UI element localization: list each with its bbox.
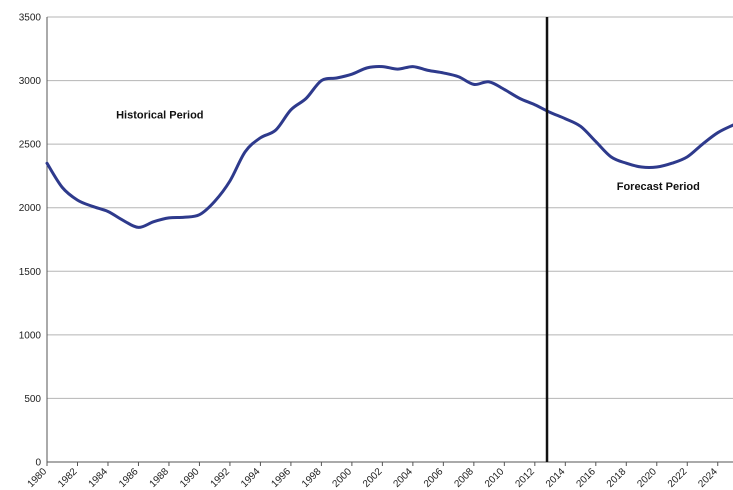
y-tick-label: 500 [24, 394, 41, 405]
x-tick-label: 2014 [544, 466, 568, 490]
y-tick-label: 3500 [19, 13, 42, 24]
x-tick-label: 2008 [452, 466, 476, 490]
x-tick-label: 2016 [574, 466, 598, 490]
series-group [45, 65, 733, 229]
y-tick-label: 2000 [19, 203, 42, 214]
x-tick-label: 2020 [635, 466, 659, 490]
x-tick-label: 2006 [422, 466, 446, 490]
series-line-0 [45, 65, 733, 229]
x-tick-label: 2018 [605, 466, 629, 490]
x-tick-label: 2004 [391, 466, 415, 490]
annotations: Historical Period Forecast Period [116, 110, 700, 193]
x-tick-label: 1994 [239, 466, 263, 490]
x-tick-label: 2024 [696, 466, 720, 490]
y-tick-label: 2500 [19, 140, 42, 151]
x-tick-label: 2012 [513, 466, 537, 490]
x-tick-label: 1998 [300, 466, 324, 490]
forecast-period-label: Forecast Period [617, 181, 700, 193]
grid-lines [47, 16, 733, 399]
x-tick-label: 2002 [361, 466, 385, 490]
x-tick-label: 1980 [26, 466, 50, 490]
y-tick-label: 1000 [19, 330, 42, 341]
x-tick-label: 1986 [117, 466, 141, 490]
x-tick-label: 2010 [483, 466, 507, 490]
y-tick-label: 1500 [19, 267, 42, 278]
x-tick-label: 1990 [178, 466, 202, 490]
y-tick-label: 3000 [19, 76, 42, 87]
historical-period-label: Historical Period [116, 110, 203, 122]
x-tick-label: 1982 [56, 466, 80, 490]
x-tick-label: 1988 [148, 466, 172, 490]
x-tick-label: 2000 [330, 466, 354, 490]
x-tick-label: 1992 [209, 466, 233, 490]
x-tick-label: 2022 [666, 466, 690, 490]
axes: 0 500 1000 1500 2000 2500 3000 3500 1980 1982 1984… [19, 13, 733, 490]
y-tick-label: 0 [35, 458, 41, 469]
x-tick-label: 1996 [270, 466, 294, 490]
x-tick-label: 1984 [87, 466, 111, 490]
